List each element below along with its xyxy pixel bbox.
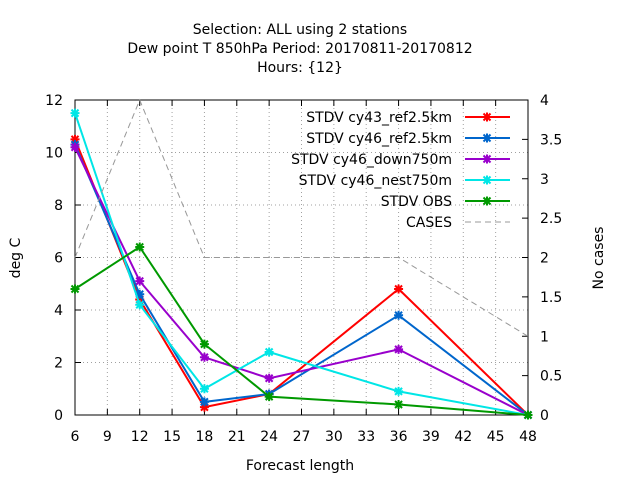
legend-marker	[482, 175, 492, 185]
x-tick-label: 6	[71, 429, 80, 445]
x-tick-label: 33	[357, 429, 375, 445]
y2-tick-label: 1.5	[540, 290, 562, 306]
x-tick-label: 12	[131, 429, 149, 445]
series-point-3	[264, 347, 274, 357]
series-point-0	[394, 284, 404, 294]
x-tick-label: 30	[325, 429, 343, 445]
series-point-1	[135, 289, 145, 299]
x-tick-label: 21	[228, 429, 246, 445]
series-point-4	[394, 400, 404, 409]
y2-tick-label: 0.5	[540, 369, 562, 385]
series-point-4	[264, 392, 274, 402]
series-point-4	[523, 410, 533, 420]
y2-tick-label: 0	[540, 408, 549, 424]
series-point-4	[70, 284, 80, 294]
y2-tick-label: 1	[540, 329, 549, 345]
x-tick-label: 45	[487, 429, 505, 445]
chart-title-line-1: Selection: ALL using 2 stations	[193, 22, 407, 38]
series-point-0	[70, 134, 80, 144]
legend-label: STDV cy46_ref2.5km	[306, 131, 452, 147]
x-tick-label: 27	[293, 429, 311, 445]
x-tick-label: 9	[103, 429, 112, 445]
series-point-2	[70, 142, 80, 152]
y-tick-label: 0	[54, 408, 63, 424]
series-point-2	[199, 352, 209, 362]
series-point-2	[135, 276, 145, 286]
series-point-2	[394, 344, 404, 354]
x-tick-label: 15	[163, 429, 181, 445]
legend-label: STDV cy46_nest750m	[299, 173, 452, 189]
y2-tick-label: 3.5	[540, 132, 562, 148]
legend-marker	[482, 154, 492, 164]
y-axis-label: deg C	[8, 237, 24, 278]
x-tick-label: 48	[519, 429, 537, 445]
x-axis-label: Forecast length	[246, 458, 354, 474]
legend-marker	[482, 196, 492, 206]
series-point-0	[135, 295, 145, 304]
series-point-3	[70, 108, 80, 118]
chart-title-line-2: Dew point T 850hPa Period: 20170811-2017…	[127, 41, 472, 57]
x-tick-label: 24	[260, 429, 278, 445]
series-line-5	[74, 98, 529, 337]
legend-label: STDV cy46_down750m	[291, 152, 452, 168]
x-tick-label: 39	[422, 429, 440, 445]
y-tick-label: 6	[54, 251, 63, 267]
y2-axis-label: No cases	[591, 227, 607, 290]
legend-label: STDV OBS	[381, 194, 452, 210]
series-point-2	[264, 373, 274, 383]
series-line-2	[74, 146, 529, 416]
y2-tick-label: 3	[540, 172, 549, 188]
y-tick-label: 12	[45, 93, 63, 109]
y2-tick-label: 4	[540, 93, 549, 109]
y-tick-label: 10	[45, 146, 63, 162]
series-point-0	[199, 402, 209, 412]
y-tick-label: 8	[54, 198, 63, 214]
x-tick-label: 18	[196, 429, 214, 445]
series-point-4	[135, 242, 145, 252]
series-point-4	[199, 339, 209, 349]
y-tick-label: 2	[54, 356, 63, 372]
series-point-3	[135, 300, 145, 310]
chart-title-line-3: Hours: {12}	[257, 60, 343, 76]
series-point-1	[199, 397, 209, 407]
legend-marker	[482, 112, 492, 122]
y2-tick-label: 2.5	[540, 211, 562, 227]
series-point-3	[199, 384, 209, 394]
series-point-1	[394, 310, 404, 320]
legend-marker	[482, 133, 492, 143]
series-line-1	[74, 144, 529, 416]
x-tick-label: 36	[390, 429, 408, 445]
y2-tick-label: 2	[540, 251, 549, 267]
series-line-4	[74, 245, 529, 416]
series-point-3	[394, 386, 404, 396]
legend-label: STDV cy43_ref2.5km	[306, 110, 452, 126]
x-tick-label: 42	[454, 429, 472, 445]
legend-label: CASES	[406, 215, 452, 231]
y-tick-label: 4	[54, 303, 63, 319]
